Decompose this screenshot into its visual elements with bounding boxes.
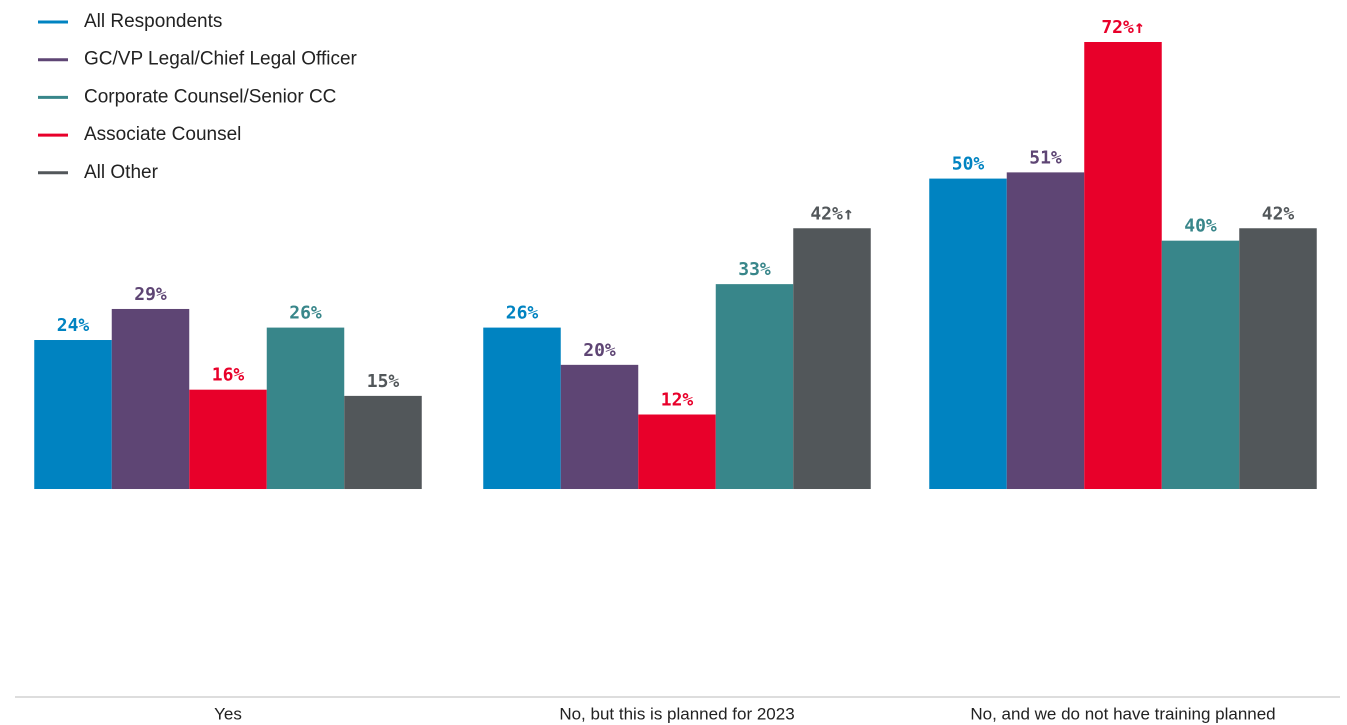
- value-label: 26%: [289, 303, 322, 324]
- bar: [715, 284, 794, 490]
- bar: [189, 389, 267, 490]
- legend-label: Corporate Counsel/Senior CC: [84, 86, 336, 107]
- value-label: 51%: [1029, 147, 1062, 168]
- bar: [638, 414, 716, 490]
- value-label: 40%: [1184, 216, 1217, 237]
- bar: [793, 228, 871, 490]
- bar: [560, 364, 639, 490]
- value-label: 12%: [661, 390, 694, 411]
- x-tick-label: Yes: [214, 704, 242, 723]
- value-label: 26%: [506, 303, 539, 324]
- bar: [1084, 42, 1162, 490]
- bar: [266, 327, 345, 490]
- value-label: 50%: [952, 154, 985, 175]
- value-label: 15%: [367, 371, 400, 392]
- value-label: 16%: [212, 365, 245, 386]
- legend-label: GC/VP Legal/Chief Legal Officer: [84, 49, 358, 70]
- legend-label: All Respondents: [84, 11, 222, 32]
- value-label: 72%↑: [1101, 17, 1144, 38]
- bar: [344, 395, 422, 490]
- value-label: 33%: [738, 259, 771, 280]
- value-label: 42%↑: [810, 203, 853, 224]
- x-tick-label: No, but this is planned for 2023: [559, 704, 794, 723]
- bar: [483, 327, 561, 490]
- bar: [1161, 240, 1240, 490]
- legend-label: Associate Counsel: [84, 124, 241, 145]
- x-tick-label: No, and we do not have training planned: [970, 704, 1275, 723]
- legend-label: All Other: [84, 162, 159, 183]
- bar: [1239, 228, 1317, 490]
- bar: [34, 340, 112, 490]
- value-label: 24%: [57, 315, 90, 336]
- bar: [111, 308, 190, 490]
- value-label: 29%: [134, 284, 167, 305]
- bar: [929, 178, 1007, 490]
- value-label: 42%: [1262, 203, 1295, 224]
- value-label: 20%: [583, 340, 616, 361]
- bar: [1006, 172, 1085, 490]
